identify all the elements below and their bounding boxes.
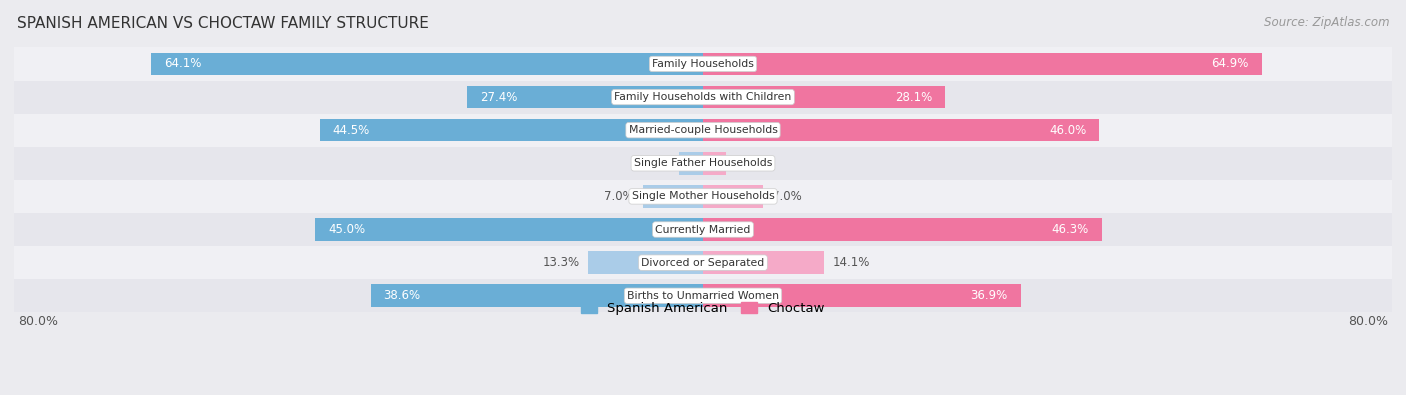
Bar <box>703 86 945 108</box>
Bar <box>14 114 1392 147</box>
Text: Currently Married: Currently Married <box>655 224 751 235</box>
Bar <box>319 119 703 141</box>
Bar <box>467 86 703 108</box>
Bar <box>589 251 703 274</box>
Bar <box>14 180 1392 213</box>
Text: Single Father Households: Single Father Households <box>634 158 772 168</box>
Text: Divorced or Separated: Divorced or Separated <box>641 258 765 268</box>
Bar <box>14 246 1392 279</box>
Bar <box>150 53 703 75</box>
Text: 44.5%: 44.5% <box>333 124 370 137</box>
Text: 80.0%: 80.0% <box>1347 315 1388 328</box>
Text: Family Households with Children: Family Households with Children <box>614 92 792 102</box>
Bar <box>703 251 824 274</box>
Text: Family Households: Family Households <box>652 59 754 69</box>
Text: 13.3%: 13.3% <box>543 256 579 269</box>
Bar <box>703 152 727 175</box>
Text: 7.0%: 7.0% <box>772 190 801 203</box>
Bar <box>14 47 1392 81</box>
Text: 80.0%: 80.0% <box>18 315 59 328</box>
Bar <box>703 53 1263 75</box>
Bar <box>703 119 1099 141</box>
Legend: Spanish American, Choctaw: Spanish American, Choctaw <box>576 297 830 320</box>
Bar <box>643 185 703 208</box>
Text: 64.1%: 64.1% <box>165 57 201 70</box>
Text: 2.8%: 2.8% <box>641 157 671 170</box>
Bar <box>315 218 703 241</box>
Text: SPANISH AMERICAN VS CHOCTAW FAMILY STRUCTURE: SPANISH AMERICAN VS CHOCTAW FAMILY STRUC… <box>17 16 429 31</box>
Bar <box>371 284 703 307</box>
Text: 46.0%: 46.0% <box>1049 124 1087 137</box>
Bar <box>703 218 1102 241</box>
Bar <box>14 147 1392 180</box>
Text: 7.0%: 7.0% <box>605 190 634 203</box>
Text: 45.0%: 45.0% <box>329 223 366 236</box>
Text: 38.6%: 38.6% <box>384 289 420 302</box>
Bar <box>14 279 1392 312</box>
Text: 14.1%: 14.1% <box>832 256 870 269</box>
Text: Births to Unmarried Women: Births to Unmarried Women <box>627 291 779 301</box>
Text: 36.9%: 36.9% <box>970 289 1008 302</box>
Text: Source: ZipAtlas.com: Source: ZipAtlas.com <box>1264 16 1389 29</box>
Text: Single Mother Households: Single Mother Households <box>631 192 775 201</box>
Text: 2.7%: 2.7% <box>735 157 765 170</box>
Text: 27.4%: 27.4% <box>479 90 517 103</box>
Bar <box>679 152 703 175</box>
Bar <box>703 284 1021 307</box>
Text: 46.3%: 46.3% <box>1052 223 1088 236</box>
Text: 64.9%: 64.9% <box>1212 57 1249 70</box>
Bar <box>14 81 1392 114</box>
Bar <box>703 185 763 208</box>
Text: 28.1%: 28.1% <box>894 90 932 103</box>
Text: Married-couple Households: Married-couple Households <box>628 125 778 135</box>
Bar <box>14 213 1392 246</box>
